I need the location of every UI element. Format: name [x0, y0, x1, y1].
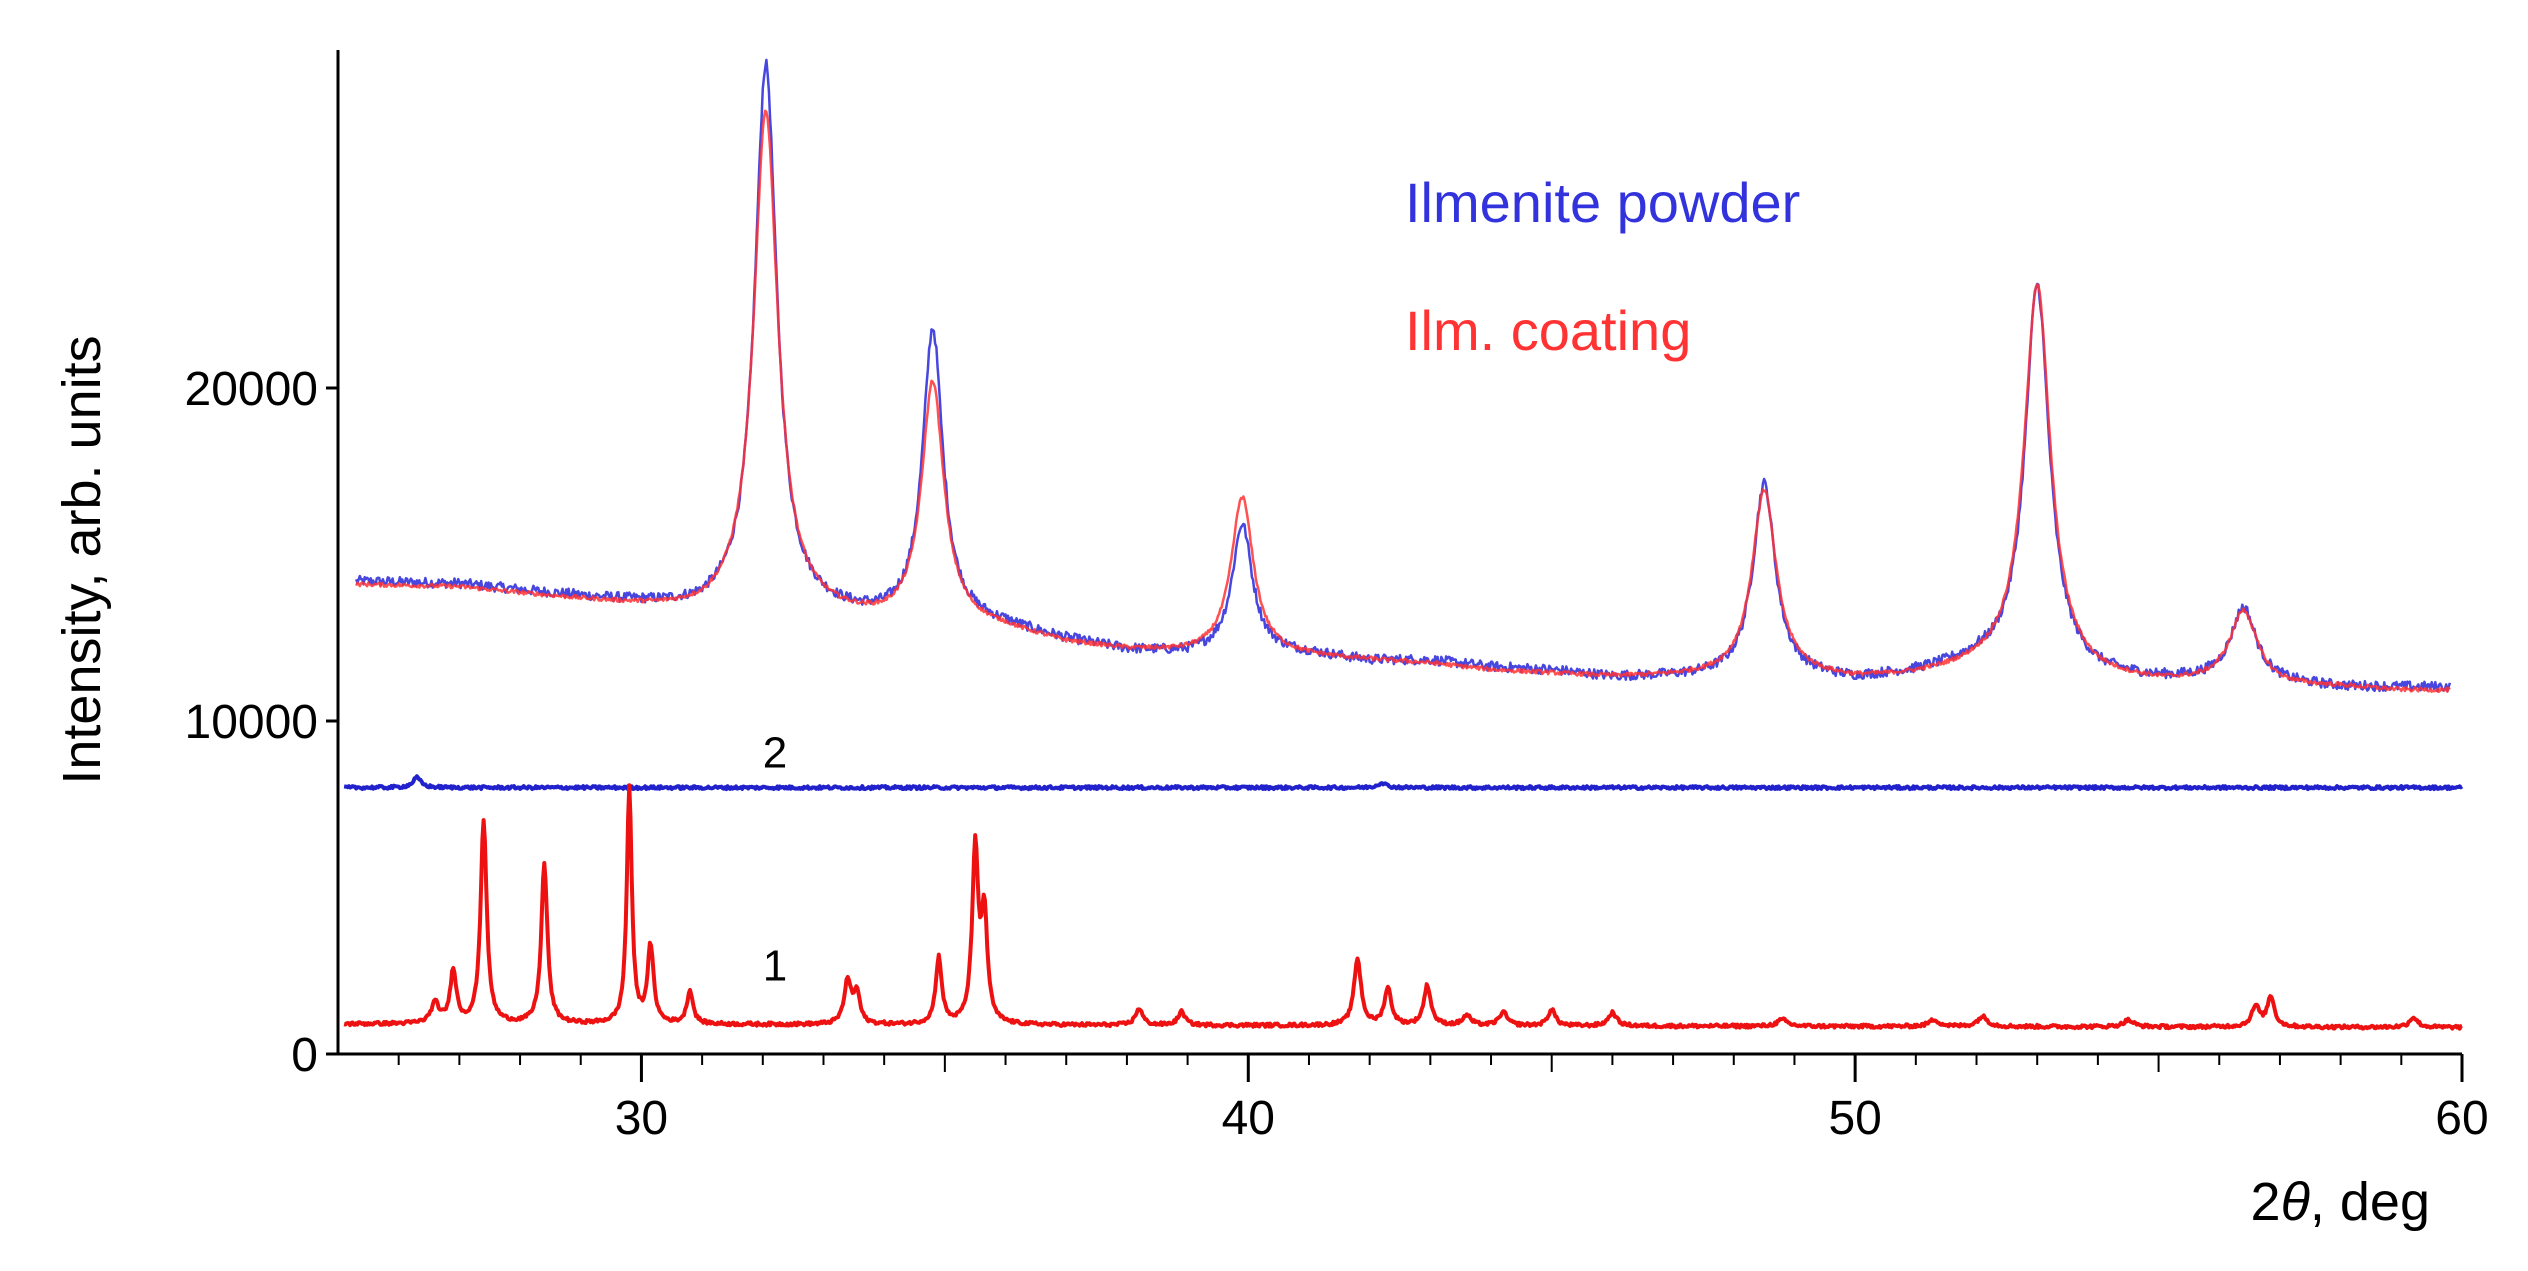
legend-ilm-coating: Ilm. coating — [1405, 299, 1691, 362]
series-line-4 — [343, 783, 2463, 1031]
curve-label-2: 2 — [763, 729, 787, 778]
x-tick-label: 60 — [2435, 1092, 2488, 1145]
series-line-2 — [355, 109, 2451, 693]
y-tick-label: 20000 — [185, 363, 318, 416]
x-tick-label: 30 — [615, 1092, 668, 1145]
curve-label-1: 1 — [763, 942, 787, 991]
x-axis-label-symbol: θ — [2281, 1172, 2310, 1232]
ticks-layer: 30 40 50 60 0 10000 20000 — [185, 363, 2489, 1145]
series-layer — [343, 58, 2464, 1031]
x-tick-label: 50 — [1828, 1092, 1881, 1145]
x-axis-label-prefix: 2 — [2251, 1172, 2281, 1232]
y-axis-label: Intensity, arb. units — [52, 335, 112, 784]
axes-layer — [336, 50, 2462, 1056]
x-axis-label-suffix: , deg — [2310, 1172, 2430, 1232]
y-tick-label: 0 — [291, 1029, 318, 1082]
series-line-1 — [355, 58, 2452, 693]
x-axis-label: 2θ, deg — [2251, 1172, 2430, 1232]
x-tick-label: 40 — [1222, 1092, 1275, 1145]
legend-ilmenite-powder: Ilmenite powder — [1405, 171, 1800, 234]
series-line-3 — [343, 774, 2464, 792]
y-tick-label: 10000 — [185, 696, 318, 749]
